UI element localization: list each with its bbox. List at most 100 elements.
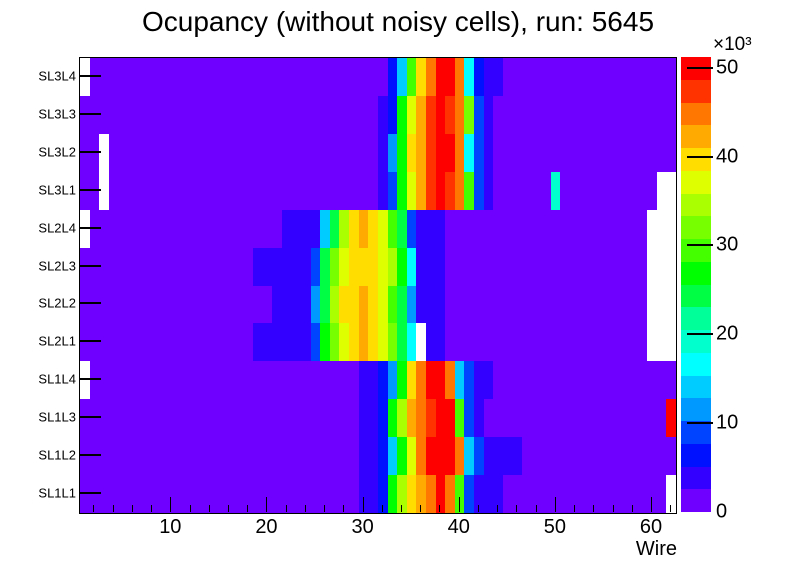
heatmap-cell [512, 58, 523, 96]
x-tick-minor [343, 505, 344, 512]
heatmap-cell [128, 361, 138, 400]
heatmap-cell [224, 171, 234, 210]
heatmap-cell [435, 171, 446, 210]
heatmap-cell [541, 171, 551, 210]
heatmap-cell [579, 95, 590, 134]
heatmap-cell [108, 437, 119, 476]
heatmap-cell [397, 95, 407, 134]
heatmap-cell [425, 209, 436, 248]
heatmap-cell [464, 133, 474, 172]
heatmap-cell [416, 399, 426, 438]
heatmap-cell [89, 285, 100, 324]
heatmap-cell [570, 95, 580, 134]
z-tick-label-50: 50 [716, 56, 739, 79]
heatmap-cell [291, 58, 302, 96]
heatmap-cell [233, 285, 244, 324]
heatmap-cell [493, 399, 503, 438]
heatmap-cell [579, 209, 590, 248]
heatmap-cell [137, 399, 148, 438]
heatmap-cell [560, 209, 571, 248]
x-tick-minor [132, 505, 133, 512]
colorbar-block [681, 216, 711, 239]
color-scale-bar [681, 57, 711, 512]
heatmap-cell [637, 171, 647, 210]
heatmap-cell [243, 285, 253, 324]
heatmap-cell [108, 209, 119, 248]
heatmap-cell [579, 437, 590, 476]
heatmap-cell [358, 171, 369, 210]
heatmap-cell [108, 247, 119, 286]
heatmap-row-sl2l3 [80, 247, 676, 286]
heatmap-cell [233, 133, 244, 172]
heatmap-cell [301, 171, 311, 210]
heatmap-cell [166, 475, 177, 514]
heatmap-cell [387, 95, 398, 134]
heatmap-cell [185, 323, 196, 362]
heatmap-cell [416, 58, 426, 96]
heatmap-cell [147, 58, 157, 96]
heatmap-cell [310, 285, 321, 324]
heatmap-cell [387, 437, 398, 476]
heatmap-cell [108, 133, 119, 172]
heatmap-cell [185, 475, 196, 514]
heatmap-cell [310, 58, 321, 96]
heatmap-cell [425, 323, 436, 362]
heatmap-cell [483, 475, 494, 514]
heatmap-cell [118, 58, 129, 96]
heatmap-cell [646, 475, 657, 514]
heatmap-cell [233, 58, 244, 96]
heatmap-cell [570, 399, 580, 438]
heatmap-row-sl2l2 [80, 285, 676, 324]
heatmap-cell [387, 247, 398, 286]
heatmap-cell [301, 323, 311, 362]
heatmap-cell [108, 323, 119, 362]
heatmap-cell [147, 475, 157, 514]
heatmap-cell [358, 247, 369, 286]
heatmap-cell [329, 133, 340, 172]
heatmap-cell [406, 133, 417, 172]
heatmap-cell [195, 323, 205, 362]
heatmap-cell [608, 95, 619, 134]
heatmap-cell [185, 171, 196, 210]
heatmap-cell [214, 133, 225, 172]
heatmap-cell [406, 209, 417, 248]
heatmap-cell [493, 361, 503, 400]
colorbar-block [681, 125, 711, 148]
heatmap-cell [406, 361, 417, 400]
heatmap-cell [560, 285, 571, 324]
heatmap-cell [272, 247, 282, 286]
heatmap-cell [618, 133, 628, 172]
heatmap-cell [637, 95, 647, 134]
heatmap-cell [666, 361, 676, 400]
heatmap-cell [128, 209, 138, 248]
heatmap-cell [656, 437, 667, 476]
heatmap-cell [473, 209, 484, 248]
heatmap-cell [598, 247, 609, 286]
heatmap-cell [445, 133, 455, 172]
heatmap-cell [233, 209, 244, 248]
heatmap-cell [99, 133, 109, 172]
heatmap-cell [425, 361, 436, 400]
heatmap-cell [252, 95, 263, 134]
heatmap-cell [89, 361, 100, 400]
heatmap-cell [589, 285, 599, 324]
heatmap-cell [166, 58, 177, 96]
heatmap-cell [387, 58, 398, 96]
heatmap-cell [570, 171, 580, 210]
heatmap-cell [608, 285, 619, 324]
heatmap-cell [646, 247, 657, 286]
heatmap-cell [464, 209, 474, 248]
heatmap-cell [329, 399, 340, 438]
heatmap-cell [531, 58, 542, 96]
heatmap-cell [435, 399, 446, 438]
heatmap-cell [128, 133, 138, 172]
heatmap-cell [589, 133, 599, 172]
heatmap-cell [329, 285, 340, 324]
heatmap-cell [445, 247, 455, 286]
heatmap-cell [387, 323, 398, 362]
heatmap-cell [176, 171, 186, 210]
heatmap-cell [502, 399, 513, 438]
heatmap-cell [579, 133, 590, 172]
heatmap-cell [493, 323, 503, 362]
heatmap-cell [320, 399, 330, 438]
